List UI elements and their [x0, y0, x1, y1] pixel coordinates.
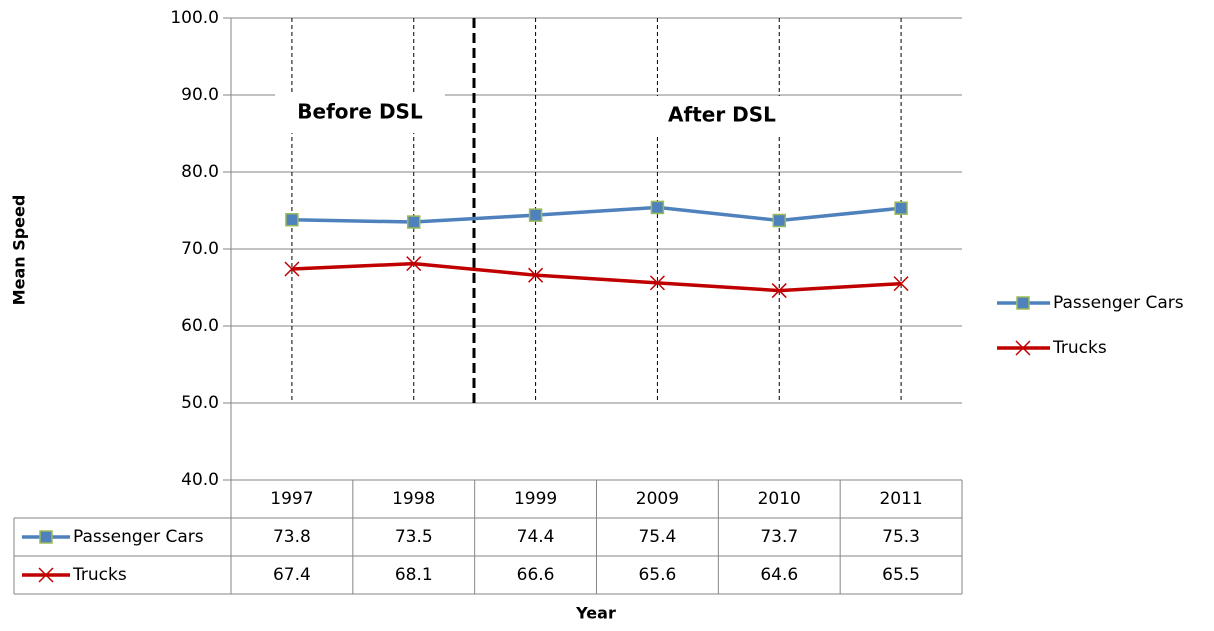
- series-line: [291, 261, 902, 293]
- data-point: [650, 200, 665, 215]
- series-line: [291, 205, 902, 224]
- annotation-bg: [645, 96, 800, 136]
- y-tick-label: 90.0: [181, 85, 219, 105]
- y-tick-label: 80.0: [181, 162, 219, 182]
- table-value: 75.4: [638, 527, 676, 547]
- annotation-bg: [275, 93, 445, 133]
- data-point: [649, 275, 665, 291]
- x-tick-label: 1998: [392, 489, 435, 509]
- legend-marker: [1015, 340, 1031, 356]
- x-tick-label: 2010: [758, 489, 801, 509]
- legend-marker: [1016, 296, 1030, 310]
- annotation: After DSL: [668, 103, 776, 127]
- data-point: [406, 256, 422, 272]
- data-point: [772, 213, 786, 228]
- table-value: 66.6: [517, 565, 555, 585]
- table-value: 73.7: [760, 527, 798, 547]
- legend-label: Passenger Cars: [1053, 293, 1184, 313]
- x-tick-label: 1997: [270, 489, 313, 509]
- table-value: 68.1: [395, 565, 433, 585]
- data-point: [285, 212, 299, 227]
- table-value: 74.4: [517, 527, 555, 547]
- data-point: [771, 283, 787, 299]
- table-value: 64.6: [760, 565, 798, 585]
- legend-label: Trucks: [1052, 338, 1107, 358]
- y-tick-label: 60.0: [181, 316, 219, 336]
- y-axis-label: Mean Speed: [10, 195, 29, 306]
- y-tick-label: 50.0: [181, 393, 219, 413]
- annotation: Before DSL: [297, 100, 423, 124]
- y-tick-label: 70.0: [181, 239, 219, 259]
- data-point: [894, 201, 908, 215]
- table-value: 73.5: [395, 527, 433, 547]
- data-point: [528, 267, 544, 283]
- data-point: [284, 261, 300, 277]
- data-point: [407, 215, 421, 229]
- table-legend-marker: [39, 530, 53, 544]
- x-tick-label: 1999: [514, 489, 557, 509]
- y-tick-label: 100.0: [170, 8, 219, 28]
- y-tick-label: 40.0: [181, 470, 219, 490]
- x-axis-label: Year: [575, 604, 616, 623]
- data-point: [893, 276, 909, 292]
- table-value: 75.3: [882, 527, 920, 547]
- data-point: [528, 208, 543, 222]
- table-value: 67.4: [273, 565, 311, 585]
- table-value: 73.8: [273, 527, 311, 547]
- x-tick-label: 2009: [636, 489, 679, 509]
- table-legend-marker: [38, 567, 54, 583]
- table-series-name: Trucks: [72, 565, 127, 585]
- table-series-name: Passenger Cars: [73, 527, 204, 547]
- x-tick-label: 2011: [879, 489, 922, 509]
- table-value: 65.6: [638, 565, 676, 585]
- table-value: 65.5: [882, 565, 920, 585]
